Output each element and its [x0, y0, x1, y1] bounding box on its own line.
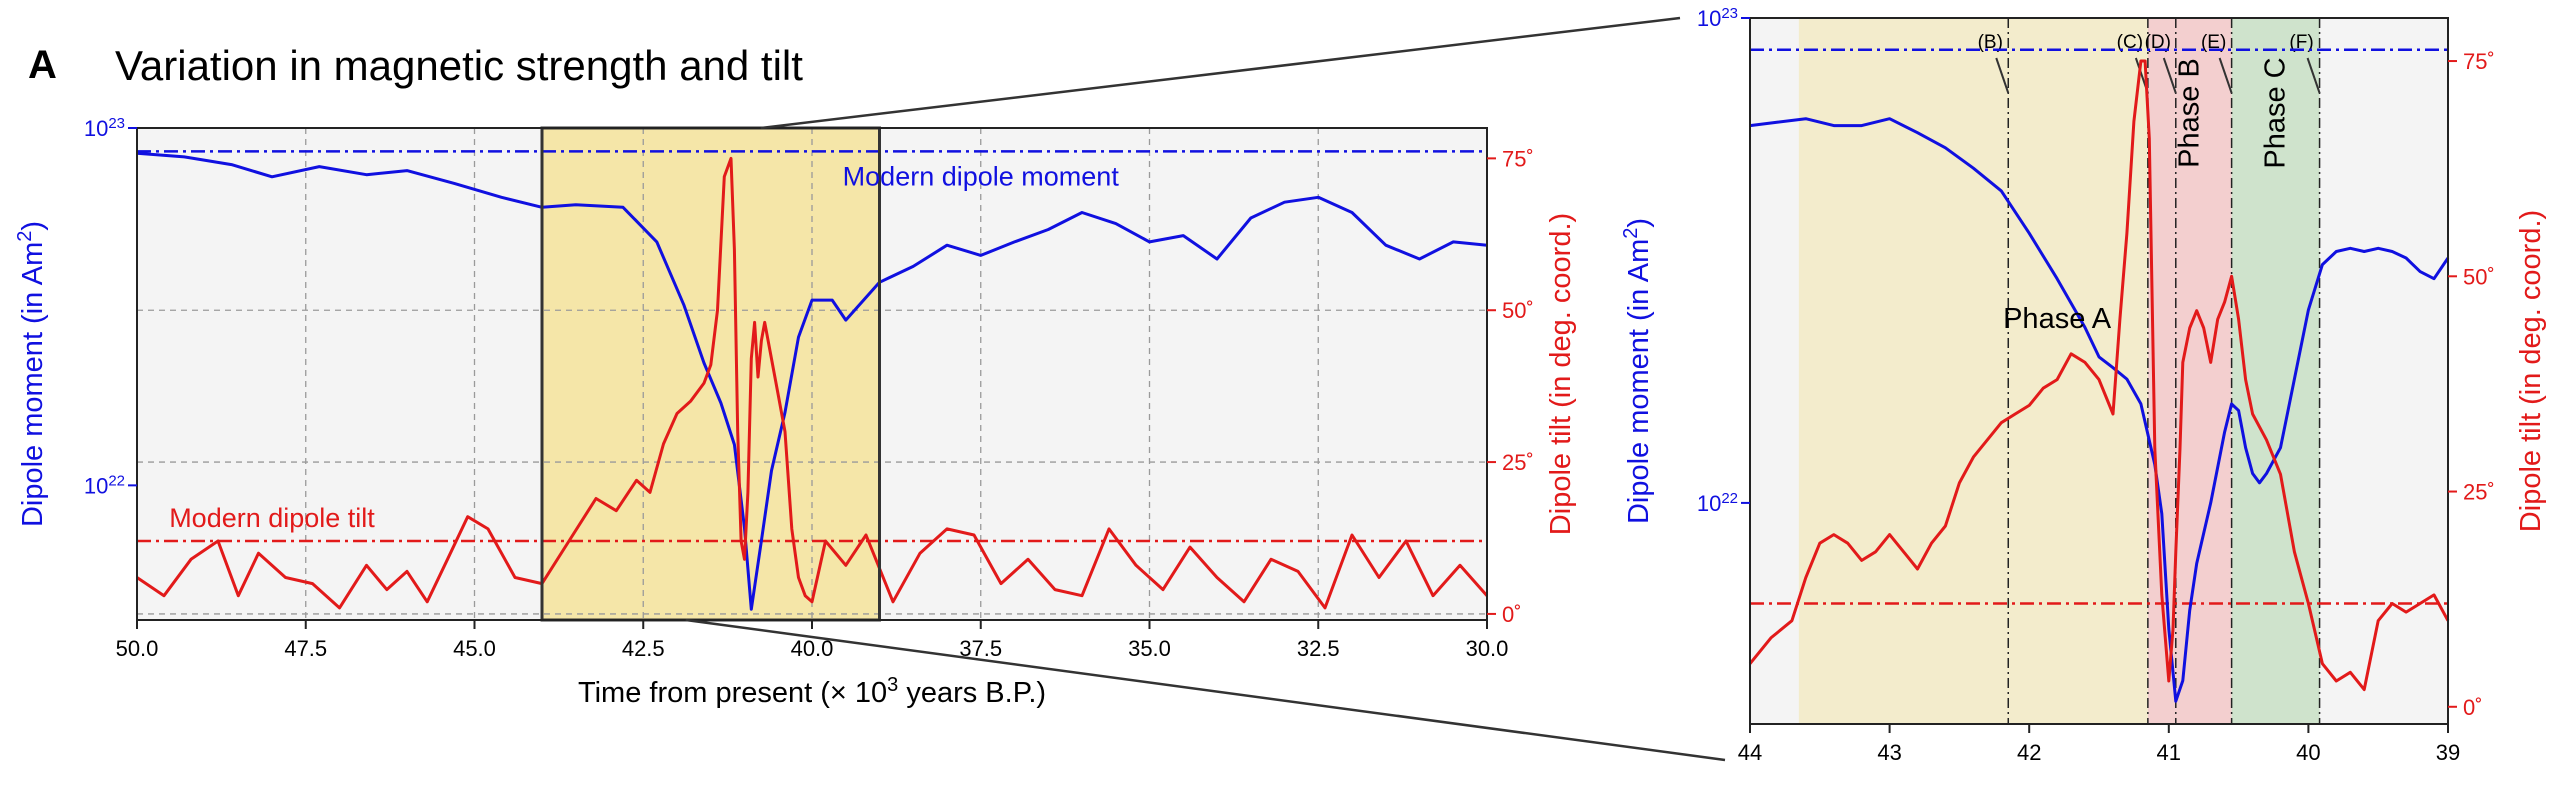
x-tick-label: 45.0 [453, 636, 496, 661]
series-line-dipole-tilt [136, 156, 1489, 610]
y-right-tick-label: 75˚ [2463, 49, 2495, 74]
y-left-tick-label: 1023 [84, 115, 125, 142]
series-line-dipole-tilt [1748, 59, 2450, 692]
x-tick-label: 41 [2157, 740, 2181, 765]
phase-band [1798, 18, 2148, 724]
zoom-connector-lines [685, 16, 1726, 762]
modern-dipole-moment-label: Modern dipole moment [843, 161, 1120, 191]
marker-leader [1995, 57, 2010, 94]
marker-label: (C) [2117, 32, 2143, 53]
x-tick-label: 35.0 [1128, 636, 1171, 661]
x-tick-label: 50.0 [116, 636, 159, 661]
y-right-tick-label: 75˚ [1502, 146, 1534, 171]
y-right-axis-label: Dipole tilt (in deg. coord.) [2515, 210, 2547, 532]
x-tick-label: 39 [2436, 740, 2460, 765]
y-right-tick-label: 0˚ [2463, 695, 2483, 720]
x-tick-label: 30.0 [1466, 636, 1509, 661]
y-left-tick-label: 1022 [1697, 489, 1738, 516]
x-tick-label: 40 [2296, 740, 2320, 765]
phase-label: Phase C [2260, 57, 2292, 168]
y-left-tick-label: 1023 [1697, 5, 1738, 32]
panel-letter: A [28, 43, 57, 87]
y-right-tick-label: 0˚ [1502, 602, 1522, 627]
phase-label: Phase A [2003, 303, 2112, 335]
figure-title: Variation in magnetic strength and tilt [115, 42, 803, 89]
x-tick-label: 42 [2017, 740, 2041, 765]
y-right-tick-label: 25˚ [1502, 450, 1534, 475]
x-tick-label: 44 [1738, 740, 1762, 765]
marker-label: (F) [2289, 32, 2313, 53]
plot-frame [1749, 17, 2449, 725]
phase-band [2231, 18, 2320, 724]
series-line-dipole-moment [1749, 117, 2450, 703]
marker-label: (D) [2145, 32, 2171, 53]
highlight-region [542, 128, 880, 620]
series-line-dipole-moment [136, 151, 1488, 611]
marker-label: (B) [1978, 32, 2003, 53]
marker-leader [2306, 57, 2321, 94]
modern-dipole-tilt-label: Modern dipole tilt [169, 503, 375, 533]
x-axis-label: Time from present (× 103 years B.P.) [578, 674, 1046, 709]
y-right-axis-label: Dipole tilt (in deg. coord.) [1545, 213, 1577, 535]
y-right-tick-label: 50˚ [2463, 264, 2495, 289]
marker-leader [2218, 57, 2233, 94]
y-left-axis-label: Dipole moment (in Am2) [1620, 218, 1655, 524]
zoom-connector-bottom [685, 618, 1726, 762]
zoom-connector-top [760, 16, 1681, 130]
x-tick-label: 42.5 [622, 636, 665, 661]
y-left-axis-label: Dipole moment (in Am2) [14, 221, 49, 527]
y-right-tick-label: 25˚ [2463, 480, 2495, 505]
x-tick-label: 47.5 [284, 636, 327, 661]
y-left-tick-label: 1022 [84, 472, 125, 499]
zoom-chart: (B) (C) (D) (E) (F) 44 43 42 41 40 39 1022 1023 0˚ 25˚… [1620, 5, 2547, 766]
marker-leader [2162, 57, 2177, 94]
marker-label: (E) [2201, 32, 2226, 53]
y-right-tick-label: 50˚ [1502, 298, 1534, 323]
x-tick-label: 32.5 [1297, 636, 1340, 661]
x-tick-label: 43 [1877, 740, 1901, 765]
phase-label: Phase B [2174, 58, 2206, 168]
main-chart: 50.0 47.5 45.0 42.5 40.0 37.5 35.0 32.5 30.01022… [14, 115, 1577, 710]
